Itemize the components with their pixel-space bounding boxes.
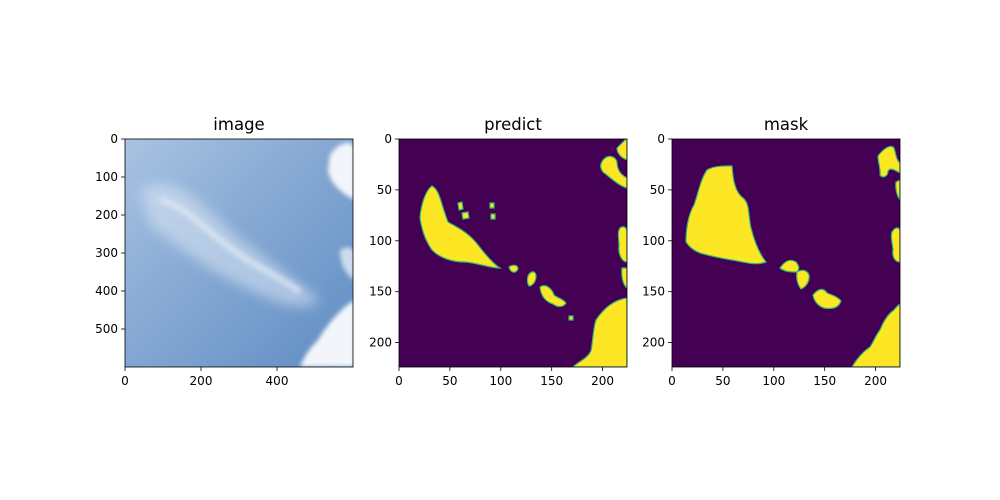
panel-title: image: [213, 115, 264, 134]
x-tick-label: 200: [190, 374, 213, 388]
y-tick-label: 500: [95, 322, 118, 336]
y-tick-label: 400: [95, 284, 118, 298]
panel-predict: predict 0 50 100 150 200 0 50 100 150 200: [369, 115, 628, 388]
mask-regions: [685, 145, 900, 367]
y-tick-label: 200: [369, 336, 392, 350]
x-tick-label: 0: [668, 374, 676, 388]
y-tick-label: 100: [369, 234, 392, 248]
y-tick-label: 0: [657, 132, 665, 146]
y-tick-label: 100: [642, 234, 665, 248]
x-tick-label: 50: [442, 374, 457, 388]
x-tick-label: 200: [864, 374, 887, 388]
axis-ticks: 0 50 100 150 200 0 50 100 150 200: [642, 132, 887, 388]
y-tick-label: 150: [369, 285, 392, 299]
x-tick-label: 0: [395, 374, 403, 388]
y-tick-label: 300: [95, 246, 118, 260]
x-tick-label: 0: [121, 374, 129, 388]
prediction-map: [399, 139, 627, 367]
x-tick-label: 100: [762, 374, 785, 388]
x-tick-label: 200: [591, 374, 614, 388]
y-tick-label: 200: [642, 336, 665, 350]
y-tick-label: 0: [384, 132, 392, 146]
y-tick-label: 50: [377, 183, 392, 197]
x-tick-label: 50: [715, 374, 730, 388]
x-tick-label: 150: [540, 374, 563, 388]
mask-map: [672, 139, 900, 367]
x-tick-label: 150: [813, 374, 836, 388]
panel-mask: mask 0 50 100 150 200 0 50 100 150 200: [642, 115, 901, 388]
x-tick-label: 400: [266, 374, 289, 388]
axis-ticks: 0 200 400 0 100 200 300 400 500: [95, 132, 288, 388]
predicted-regions: [419, 139, 627, 367]
panel-title: predict: [484, 115, 542, 134]
y-tick-label: 100: [95, 170, 118, 184]
x-tick-label: 100: [489, 374, 512, 388]
sky-photo: [125, 139, 353, 367]
axis-ticks: 0 50 100 150 200 0 50 100 150 200: [369, 132, 614, 388]
panel-image: image 0 200 400 0 100 200 300 400 500: [95, 115, 354, 388]
y-tick-label: 50: [650, 183, 665, 197]
axes-frame: [671, 138, 901, 368]
y-tick-label: 200: [95, 208, 118, 222]
y-tick-label: 150: [642, 285, 665, 299]
panel-title: mask: [764, 115, 809, 134]
axes-frame: [398, 138, 628, 368]
y-tick-label: 0: [110, 132, 118, 146]
